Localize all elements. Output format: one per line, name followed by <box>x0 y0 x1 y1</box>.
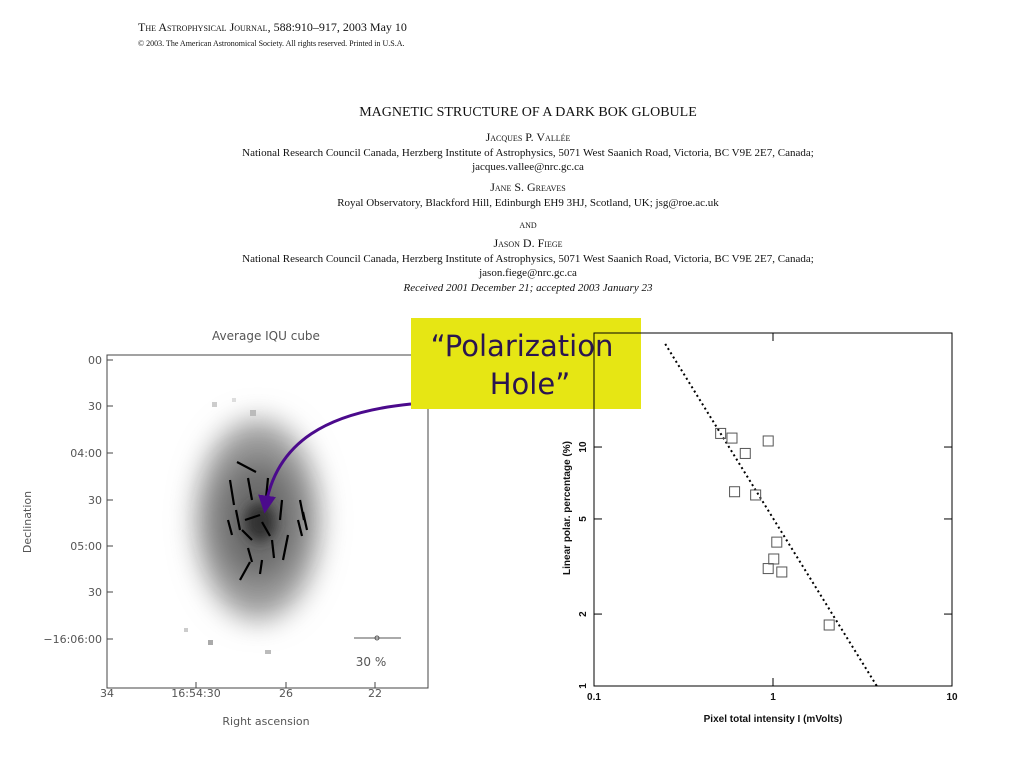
y-tick-label: −16:06:00 <box>43 633 102 646</box>
scale-bar-center <box>374 635 380 641</box>
y-tick-label: 1 <box>578 683 589 689</box>
point <box>823 619 835 631</box>
callout-text: Hole” <box>490 367 570 401</box>
point <box>739 447 751 459</box>
point <box>762 563 774 575</box>
x-tick-label: 16:54:30 <box>171 687 220 700</box>
y-tick-label: 05:00 <box>70 540 102 553</box>
scale-label: 30 % <box>356 655 387 669</box>
y-axis-label: Declination <box>21 491 34 553</box>
journal: The Astrophysical Journal <box>138 20 268 34</box>
y-tick-label: 00 <box>88 354 102 367</box>
x-tick-label: 26 <box>279 687 293 700</box>
received: Received 2001 December 21; accepted 2003… <box>403 282 653 294</box>
x-tick-label: 1 <box>770 692 776 703</box>
fit-line <box>664 343 878 687</box>
point <box>729 486 741 498</box>
y-tick-label: 30 <box>88 586 102 599</box>
x-axis-label: Pixel total intensity I (mVolts) <box>704 714 843 725</box>
paper-title: MAGNETIC STRUCTURE OF A DARK BOK GLOBULE <box>359 105 697 120</box>
callout-text: “Polarization <box>431 329 614 363</box>
y-tick-label: 2 <box>578 611 589 617</box>
author: Jane S. Greaves <box>490 180 566 194</box>
affiliation: National Research Council Canada, Herzbe… <box>242 253 814 265</box>
email: jacques.vallee@nrc.gc.ca <box>471 161 584 173</box>
point <box>762 435 774 447</box>
point <box>768 553 780 565</box>
x-axis-label: Right ascension <box>222 715 309 728</box>
author: Jason D. Fiege <box>493 236 562 250</box>
copyright: © 2003. The American Astronomical Societ… <box>138 39 404 48</box>
y-tick-label: 30 <box>88 400 102 413</box>
point <box>750 489 762 501</box>
and: and <box>519 219 537 231</box>
polarization-vectors <box>226 461 309 581</box>
x-tick-label: 34 <box>100 687 114 700</box>
point <box>776 566 788 578</box>
x-tick-label: 10 <box>946 692 958 703</box>
citation: , 588:910–917, 2003 May 10 <box>268 20 407 34</box>
journal-line: The Astrophysical Journal, 588:910–917, … <box>138 20 407 34</box>
left-figure: Average IQU cube 30 % Right ascension De… <box>21 329 429 728</box>
point <box>726 432 738 444</box>
affiliation: Royal Observatory, Blackford Hill, Edinb… <box>337 197 719 209</box>
plot-frame <box>593 332 953 687</box>
y-tick-label: 5 <box>578 516 589 522</box>
y-tick-label: 30 <box>88 494 102 507</box>
author: Jacques P. Vallée <box>486 130 571 144</box>
callout-arrow <box>258 402 412 514</box>
affiliation: National Research Council Canada, Herzbe… <box>242 147 814 159</box>
y-tick-label: 10 <box>578 441 589 453</box>
left-ticks: 00 30 04:00 30 05:00 30 −16:06:00 34 16:54:30 26 2… <box>43 354 382 700</box>
x-tick-label: 0.1 <box>587 692 601 703</box>
figure-title: Average IQU cube <box>212 329 320 343</box>
x-tick-label: 22 <box>368 687 382 700</box>
point <box>715 427 727 439</box>
globule-image <box>184 398 320 654</box>
point <box>771 536 783 548</box>
y-tick-label: 04:00 <box>70 447 102 460</box>
y-axis-label: Linear polar. percentage (%) <box>562 441 573 575</box>
email: jason.fiege@nrc.gc.ca <box>478 267 577 279</box>
